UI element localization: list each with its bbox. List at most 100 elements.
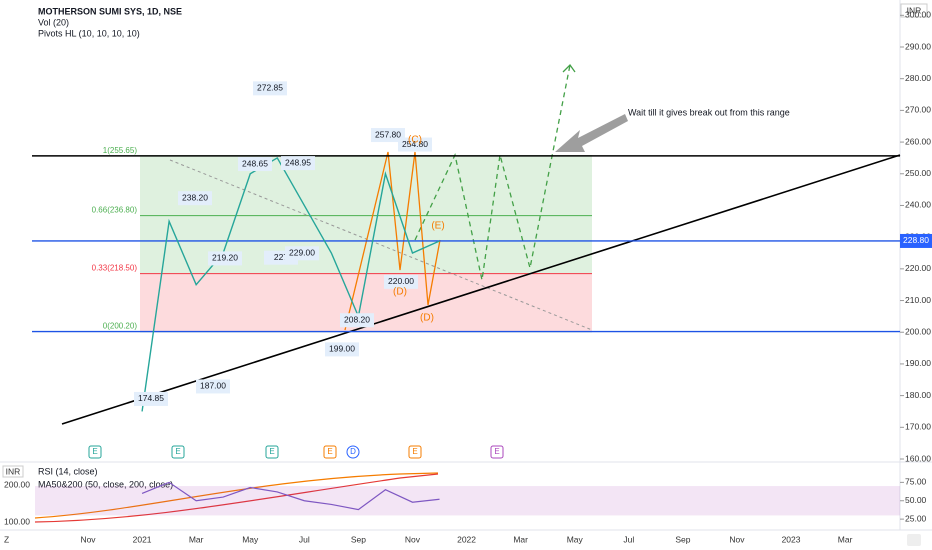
pivot-label: 229.00: [289, 248, 315, 258]
x-tick-label: Jul: [623, 534, 634, 544]
x-tick-label: 2022: [457, 534, 476, 544]
wave-path: [344, 151, 441, 331]
event-icon: [323, 445, 337, 459]
pivot-box: [371, 128, 405, 143]
y-tick-label: 280.00: [905, 73, 931, 83]
pivot-box: [285, 246, 319, 261]
annotation: Wait till it gives break out from this r…: [628, 107, 790, 117]
pivot-label: 257.80: [375, 129, 401, 139]
event-label: E: [269, 447, 274, 456]
ma-tick: 200.00: [4, 479, 30, 489]
x-tick-label: Mar: [189, 534, 204, 544]
wave-label: (E): [431, 221, 444, 232]
event-label: E: [327, 447, 332, 456]
event-icon: [346, 445, 360, 459]
x-tick-label: Jul: [299, 534, 310, 544]
rsi-currency: INR: [6, 466, 21, 476]
y-tick-label: 180.00: [905, 390, 931, 400]
pivot-label: 187.00: [200, 381, 226, 391]
x-tick-label: Sep: [675, 534, 690, 544]
y-tick-label: 290.00: [905, 41, 931, 51]
event-label: D: [350, 447, 356, 456]
wave-label: (D): [420, 313, 434, 324]
rsi-tick-label: 75.00: [905, 477, 927, 487]
trendline: [61, 154, 901, 425]
pivots-legend: Pivots HL (10, 10, 10, 10): [38, 28, 140, 38]
pivot-label: 272.85: [257, 83, 283, 93]
event-icon: [408, 445, 422, 459]
y-tick-label: 270.00: [905, 105, 931, 115]
pivot-box: [281, 156, 315, 171]
pivot-box: [196, 379, 230, 394]
x-tick-label: Nov: [405, 534, 421, 544]
y-tick-label: 240.00: [905, 200, 931, 210]
ma-line: [34, 473, 439, 523]
y-tick-label: 190.00: [905, 358, 931, 368]
pivot-label: 220.00: [388, 276, 414, 286]
fib-label: 0(200.20): [103, 322, 138, 331]
event-icon: [88, 445, 102, 459]
pivot-box: [398, 137, 432, 152]
pivot-box: [238, 157, 272, 172]
fib-label: 0.33(218.50): [92, 264, 138, 273]
x-tick-label: 2021: [133, 534, 152, 544]
pivot-box: [178, 191, 212, 206]
y-tick-label: 250.00: [905, 168, 931, 178]
price-line: [141, 156, 440, 412]
rsi-tick-label: 25.00: [905, 513, 927, 523]
x-tick-label: Sep: [351, 534, 366, 544]
x-tick-label: Nov: [80, 534, 96, 544]
pivot-box: [253, 81, 287, 96]
settings-button[interactable]: [907, 534, 921, 546]
y-tick-label: 170.00: [905, 422, 931, 432]
pivot-box: [208, 251, 242, 266]
arrow: [555, 114, 628, 152]
fib-label: 0.66(236.80): [92, 206, 138, 215]
pivot-label: 238.20: [182, 192, 208, 202]
pivot-label: 174.85: [138, 393, 164, 403]
wave-label: (C): [408, 135, 422, 146]
pivot-box: [134, 391, 168, 406]
symbol: MOTHERSON SUMI SYS, 1D, NSE: [38, 6, 182, 16]
ma-legend: MA50&200 (50, close, 200, close): [38, 479, 173, 489]
y-tick-label: 300.00: [905, 10, 931, 20]
y-tick-label: 160.00: [905, 453, 931, 463]
vol-legend: Vol (20): [38, 17, 69, 27]
x-tick-label: May: [567, 534, 584, 544]
wave-label: (D): [393, 287, 407, 298]
event-icon: [265, 445, 279, 459]
rsi-band: [35, 486, 900, 516]
pivot-box: [325, 342, 359, 357]
currency-box[interactable]: [900, 3, 928, 18]
ma-line: [34, 472, 439, 519]
rsi-tick-label: 50.00: [905, 495, 927, 505]
ma-tick: 100.00: [4, 516, 30, 526]
x-tick-label: Mar: [513, 534, 528, 544]
zoom-button[interactable]: Z: [4, 534, 9, 544]
y-tick-label: 200.00: [905, 326, 931, 336]
x-tick-label: Nov: [729, 534, 745, 544]
pivot-label: 199.00: [329, 344, 355, 354]
event-icon: [490, 445, 504, 459]
y-tick-label: 210.00: [905, 295, 931, 305]
rsi-line: [141, 481, 440, 511]
x-tick-label: 2023: [782, 534, 801, 544]
event-icon: [171, 445, 185, 459]
x-tick-label: May: [242, 534, 259, 544]
fib-zone-green: [140, 155, 592, 274]
pivot-label: 254.80: [402, 139, 428, 149]
pivot-box: [340, 313, 374, 328]
gray-dashed-line: [169, 159, 593, 331]
pivot-label: 248.65: [242, 158, 268, 168]
y-tick-label: 260.00: [905, 136, 931, 146]
pivot-label: 227: [274, 252, 288, 262]
x-tick-label: Mar: [838, 534, 853, 544]
fib-label: 1(255.65): [103, 146, 138, 155]
projection-arrowhead: [562, 63, 576, 73]
currency[interactable]: INR: [907, 5, 922, 15]
pivot-label: 208.20: [344, 314, 370, 324]
rsi-currency-box: [2, 465, 24, 478]
projection-path: [414, 64, 571, 281]
